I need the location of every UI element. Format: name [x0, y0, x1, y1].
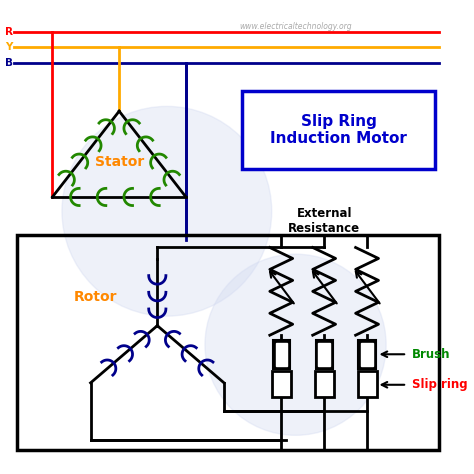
Bar: [357, 372, 376, 397]
Bar: [272, 372, 291, 397]
Bar: [361, 343, 373, 366]
Text: Brush: Brush: [412, 348, 450, 361]
Bar: [17, 235, 438, 450]
Bar: [358, 340, 375, 369]
Bar: [319, 343, 330, 366]
Circle shape: [205, 254, 386, 435]
Bar: [273, 340, 290, 369]
Text: R: R: [5, 27, 13, 37]
Bar: [275, 343, 287, 366]
Text: Stator: Stator: [94, 155, 144, 169]
Bar: [315, 372, 334, 397]
Text: Slip Ring
Induction Motor: Slip Ring Induction Motor: [270, 114, 407, 146]
Text: External
Resistance: External Resistance: [288, 207, 360, 235]
Text: B: B: [5, 57, 13, 67]
FancyBboxPatch shape: [242, 91, 435, 169]
Text: Y: Y: [5, 42, 12, 52]
Text: Slip ring: Slip ring: [412, 378, 467, 391]
Text: www.electricaltechnology.org: www.electricaltechnology.org: [239, 22, 352, 31]
Text: Rotor: Rotor: [73, 290, 117, 304]
Bar: [316, 340, 333, 369]
Circle shape: [62, 106, 272, 316]
